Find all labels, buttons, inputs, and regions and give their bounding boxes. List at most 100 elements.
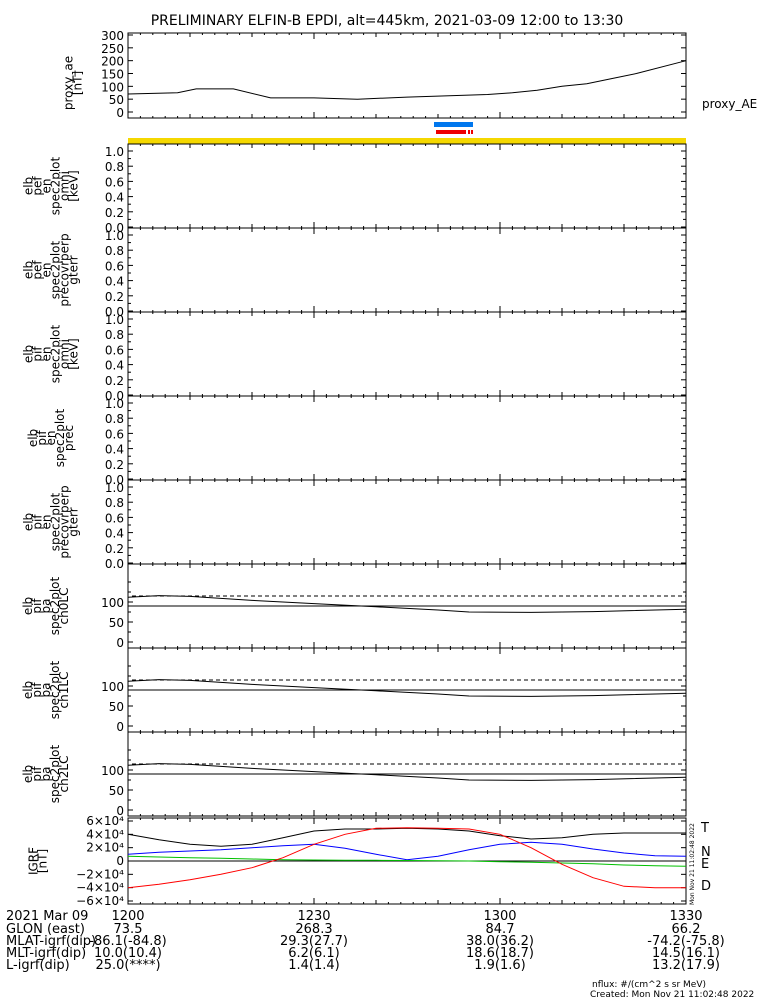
proxy-ae-ylabel: proxy_ae[nT] — [62, 56, 85, 110]
panel-ylabel-line: pif — [31, 346, 45, 362]
panel-ytick-label: 0.6 — [105, 343, 124, 357]
panel-ytick-label: 0.0 — [105, 473, 124, 487]
panel-ylabel-line: [keV] — [67, 170, 81, 201]
proxy-ae-ytick-label: 150 — [101, 68, 124, 82]
igrf-ytick-label: −6×10⁴ — [76, 894, 124, 908]
panel-ytick-label: 1.0 — [105, 313, 124, 327]
panel-ytick-label: 0.8 — [105, 496, 124, 510]
orbit-row-value: 66.2 — [672, 922, 701, 937]
igrf-panel: IGRF[nT] 6×10⁴4×10⁴2×10⁴0−2×10⁴−4×10⁴−6×… — [27, 814, 712, 908]
panel-ylabel-line: spec2plot — [49, 240, 63, 299]
panel-ylabel-line: pif — [35, 430, 49, 446]
panel-ytick-label: 0.6 — [105, 427, 124, 441]
igrf-N-line — [127, 841, 687, 861]
proxy-ae-series-label: proxy_AE — [702, 97, 757, 111]
igrf-ytick-label: −4×10⁴ — [76, 881, 124, 895]
panel-ytick-label: 0.4 — [105, 275, 124, 289]
fast-survey-bar-tick — [471, 130, 473, 134]
panel-frame — [127, 227, 687, 313]
panel-ytick-label: 50 — [109, 616, 124, 630]
panel-ytick-label: 0.2 — [105, 206, 124, 220]
panel-ytick-label: 0.8 — [105, 160, 124, 174]
orbit-time-label: 1230 — [297, 909, 330, 924]
panel-ytick-label: 50 — [109, 700, 124, 714]
panel-ytick-label: 1.0 — [105, 229, 124, 243]
igrf-ylabel-line: [nT] — [36, 849, 50, 873]
panel-ylabel-line: spec2plot — [48, 576, 62, 635]
panel-ylabel-line: [keV] — [67, 338, 81, 369]
panel-ytick-label: 50 — [109, 784, 124, 798]
orbit-table: 2021 Mar 09 1200 1230 1300 1330 GLON (east) 73… — [6, 909, 725, 973]
orbit-row-value: 1.9(1.6) — [474, 958, 526, 973]
panel-ytick-label: 0.4 — [105, 443, 124, 457]
panel-ytick-label: 0.4 — [105, 359, 124, 373]
igrf-E-line — [127, 855, 687, 867]
orbit-row-value: 13.2(17.9) — [652, 958, 720, 973]
panel-ytick-label: 0.0 — [105, 221, 124, 235]
energy-spectrogram-panel: 0.00.20.4 0.60.81.0 elbpefenspec2plotomni[… — [22, 143, 687, 235]
panel-ylabel-line: spec2plot — [53, 408, 67, 467]
panel-ylabel-line: spec2plot — [49, 492, 63, 551]
orbit-row-value: 18.6(18.7) — [466, 946, 534, 961]
panel-ytick-label: 0.6 — [105, 175, 124, 189]
panel-ytick-label: 0.2 — [105, 458, 124, 472]
legend-D: D — [701, 879, 711, 894]
panel-ytick-label: 0.4 — [105, 191, 124, 205]
panel-ytick-label: 0.6 — [105, 259, 124, 273]
loss-cone-line — [127, 595, 687, 613]
igrf-ylabel: IGRF[nT] — [27, 847, 50, 875]
panel-ytick-label: 0.4 — [105, 527, 124, 541]
orbit-row-value: -74.2(-75.8) — [647, 934, 724, 949]
panel-ylabel-line: elb — [22, 261, 36, 279]
plot-title: PRELIMINARY ELFIN-B EPDI, alt=445km, 202… — [151, 13, 624, 29]
orbit-time-label: 1200 — [111, 909, 144, 924]
proxy-ae-ylabel-line: proxy_ae — [62, 56, 76, 110]
panel-ylabel-line: pa — [39, 599, 53, 614]
nflux-units: nflux: #/(cm^2 s sr MeV) — [592, 980, 706, 990]
panel-ylabel-line: ch0LC — [57, 588, 71, 625]
panel-frame — [127, 311, 687, 397]
stacked-panels: 0.00.20.40.60.81.0elbpefenspec2plotomni[… — [21, 143, 687, 818]
fast-survey-bar — [436, 130, 466, 134]
panel-ylabel-line: pa — [39, 683, 53, 698]
segment-bars — [128, 122, 686, 144]
igrf-ytick-label: 0 — [116, 854, 124, 868]
panel-ylabel-line: en — [44, 431, 58, 446]
panel-frame — [127, 143, 687, 229]
orbit-row-label: MLT-igrf(dip) — [6, 946, 86, 961]
panel-ylabel-line: spec2plot — [49, 324, 63, 383]
panel-ylabel-line: prec — [62, 425, 76, 451]
panel-ylabel-line: elb — [26, 429, 40, 447]
orbit-row-value: 29.3(27.7) — [280, 934, 348, 949]
orbit-row-value: 73.5 — [114, 922, 143, 937]
panel-ytick-label: 0.0 — [105, 305, 124, 319]
igrf-xticks — [127, 818, 687, 904]
panel-ylabel-line: ch2LC — [57, 756, 71, 793]
panel-ytick-label: 100 — [101, 764, 124, 778]
orbit-row-label: L-igrf(dip) — [6, 958, 70, 973]
igrf-ylabel-line: IGRF — [27, 847, 41, 875]
panel-ylabel-line: spec2plot — [48, 660, 62, 719]
panel-ylabel-line: pif — [30, 766, 44, 782]
panel-ylabel-line: precovrperp — [58, 485, 72, 558]
panel-ylabel-line: omni — [58, 171, 72, 201]
orbit-row-value: 25.0(****) — [95, 958, 160, 973]
panel-ylabel-line: spec2plot — [49, 156, 63, 215]
panel-ylabel-line: en — [40, 179, 54, 194]
panel-ylabel-line: en — [40, 263, 54, 278]
panel-ylabel-line: elb — [22, 177, 36, 195]
panel-ylabel-line: en — [40, 347, 54, 362]
panel-ylabel-line: ch1LC — [57, 672, 71, 709]
panel-ytick-label: 0.2 — [105, 290, 124, 304]
loss-cone-line — [127, 679, 687, 697]
panel-ytick-label: 0.0 — [105, 389, 124, 403]
panel-ytick-label: 0 — [116, 636, 124, 650]
panel-ytick-label: 1.0 — [105, 145, 124, 159]
proxy-ae-line — [127, 60, 687, 100]
panel-ylabel-line: gterr — [67, 507, 81, 536]
